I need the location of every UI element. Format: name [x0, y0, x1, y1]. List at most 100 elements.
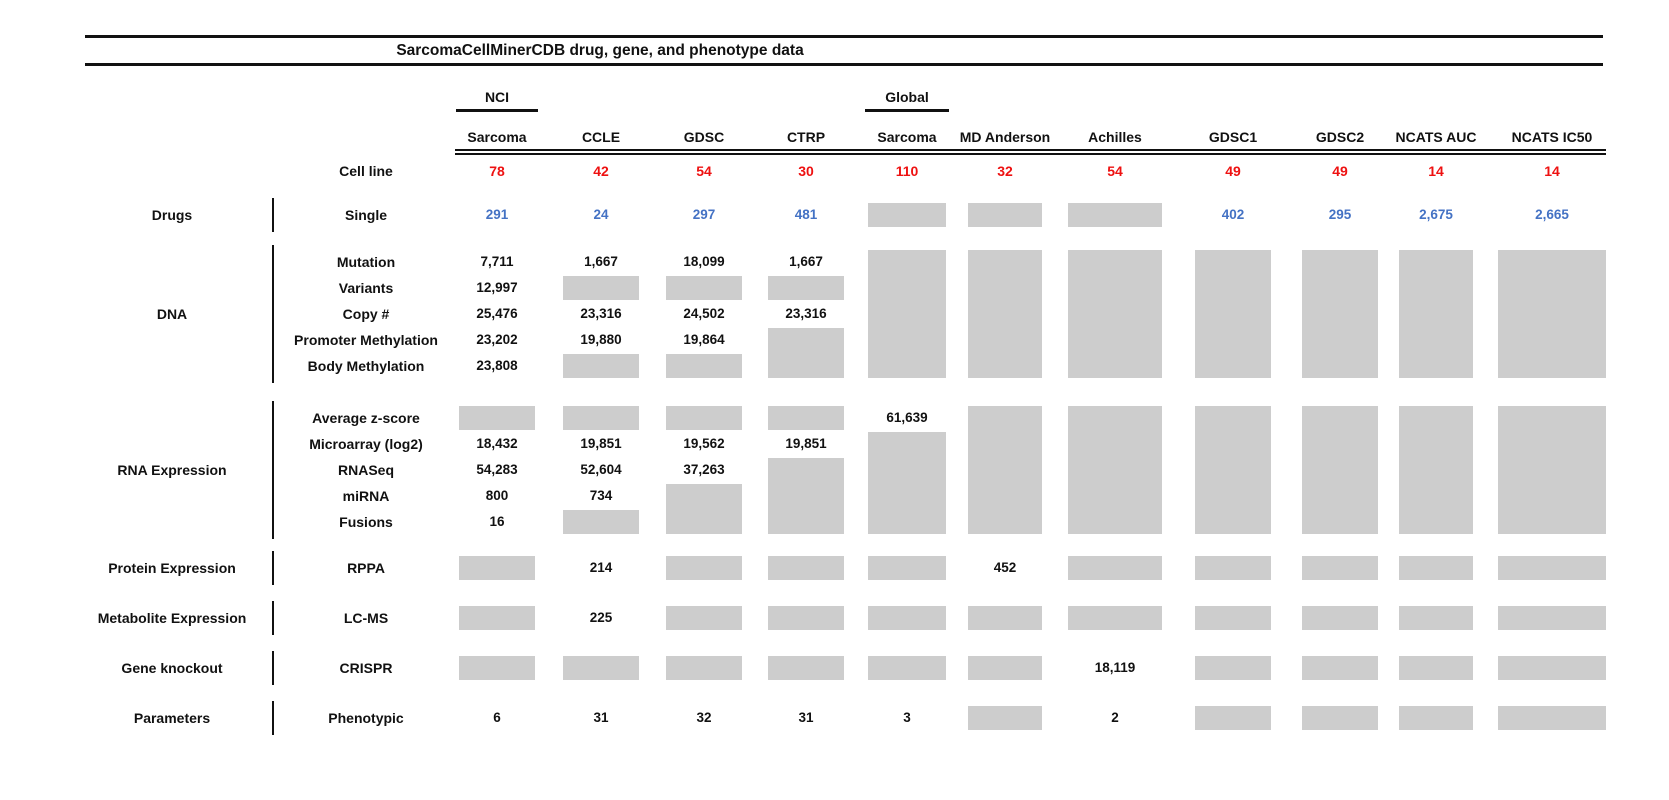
figure-title: SarcomaCellMinerCDB drug, gene, and phen… [396, 42, 804, 59]
cell-line-row-label: Cell line [339, 163, 393, 179]
row-label: RPPA [347, 560, 385, 576]
row-label: Copy # [342, 306, 390, 322]
no-data-box [1302, 556, 1378, 580]
section-label-drugs: Drugs [151, 207, 193, 223]
no-data-box [459, 656, 535, 680]
column-header-gdsc2: GDSC2 [1315, 129, 1365, 145]
section-divider-bar [272, 551, 274, 585]
column-header-gdsc: GDSC [683, 129, 725, 145]
no-data-box [563, 510, 639, 534]
row-label: Fusions [339, 514, 393, 530]
no-data-box [768, 406, 844, 430]
no-data-box [1399, 406, 1473, 534]
no-data-box [1498, 406, 1606, 534]
column-header-gdsc1: GDSC1 [1208, 129, 1258, 145]
no-data-box [868, 556, 946, 580]
row-label: miRNA [342, 488, 390, 504]
row-label: Body Methylation [307, 358, 425, 374]
data-cell: 25,476 [476, 306, 518, 321]
data-cell: 1,667 [789, 254, 823, 269]
no-data-box [459, 556, 535, 580]
no-data-box [459, 406, 535, 430]
section-divider-bar [272, 401, 274, 539]
no-data-box [1302, 250, 1378, 378]
data-cell: 225 [589, 610, 613, 625]
column-header-global-sarcoma: Sarcoma [877, 129, 937, 145]
no-data-box [768, 606, 844, 630]
data-cell: 19,562 [683, 436, 725, 451]
no-data-box [868, 606, 946, 630]
data-cell: 23,316 [580, 306, 622, 321]
data-cell: 6 [493, 710, 501, 725]
column-header-ncats-ic50: NCATS IC50 [1511, 129, 1593, 145]
no-data-box [1068, 556, 1162, 580]
no-data-box [563, 354, 639, 378]
no-data-box [1498, 606, 1606, 630]
row-label: Average z-score [312, 410, 420, 426]
cell-line-count-nci-sarcoma: 78 [489, 163, 505, 179]
column-header-top-global-sarcoma: Global [885, 89, 929, 105]
no-data-box [968, 606, 1042, 630]
data-cell: 2,675 [1419, 207, 1453, 222]
no-data-box [666, 556, 742, 580]
data-cell: 481 [794, 207, 818, 222]
data-cell: 31 [593, 710, 609, 725]
column-header-nci-sarcoma: Sarcoma [467, 129, 527, 145]
no-data-box [768, 328, 844, 378]
section-divider-bar [272, 701, 274, 735]
row-label: Variants [338, 280, 394, 296]
data-cell: 19,864 [683, 332, 725, 347]
no-data-box [1399, 556, 1473, 580]
no-data-box [666, 354, 742, 378]
title-rule-top [85, 35, 1603, 38]
data-cell: 402 [1221, 207, 1245, 222]
data-cell: 23,316 [785, 306, 827, 321]
column-header-achilles: Achilles [1088, 129, 1142, 145]
data-cell: 16 [489, 514, 505, 529]
no-data-box [1195, 250, 1271, 378]
no-data-box [868, 656, 946, 680]
data-cell: 37,263 [683, 462, 725, 477]
data-cell: 291 [485, 207, 509, 222]
row-label: Phenotypic [328, 710, 404, 726]
no-data-box [666, 656, 742, 680]
data-cell: 31 [798, 710, 814, 725]
no-data-box [1302, 406, 1378, 534]
data-cell: 1,667 [584, 254, 618, 269]
row-label: LC-MS [343, 610, 389, 626]
section-label-metabolite: Metabolite Expression [97, 610, 247, 626]
no-data-box [666, 276, 742, 300]
section-label-knockout: Gene knockout [121, 660, 223, 676]
section-divider-bar [272, 198, 274, 232]
data-cell: 297 [692, 207, 716, 222]
column-header-md-anderson: MD Anderson [959, 129, 1051, 145]
row-label: Promoter Methylation [294, 332, 438, 348]
data-cell: 24,502 [683, 306, 725, 321]
no-data-box [1068, 203, 1162, 227]
row-label: Mutation [336, 254, 396, 270]
data-cell: 32 [696, 710, 712, 725]
section-divider-bar [272, 245, 274, 383]
data-cell: 12,997 [476, 280, 518, 295]
cell-line-count-ccle: 42 [593, 163, 609, 179]
no-data-box [1195, 606, 1271, 630]
no-data-box [666, 606, 742, 630]
data-cell: 19,851 [785, 436, 827, 451]
data-cell: 19,880 [580, 332, 622, 347]
row-label: CRISPR [339, 660, 393, 676]
header-double-rule [455, 149, 1606, 155]
section-divider-bar [272, 601, 274, 635]
no-data-box [1399, 656, 1473, 680]
data-cell: 23,202 [476, 332, 518, 347]
no-data-box [1068, 250, 1162, 378]
data-cell: 18,119 [1094, 660, 1136, 675]
no-data-box [1068, 406, 1162, 534]
section-divider-bar [272, 651, 274, 685]
no-data-box [868, 250, 946, 378]
no-data-box [1302, 606, 1378, 630]
column-top-underline [865, 109, 949, 112]
no-data-box [1195, 406, 1271, 534]
data-cell: 24 [593, 207, 609, 222]
no-data-box [563, 656, 639, 680]
